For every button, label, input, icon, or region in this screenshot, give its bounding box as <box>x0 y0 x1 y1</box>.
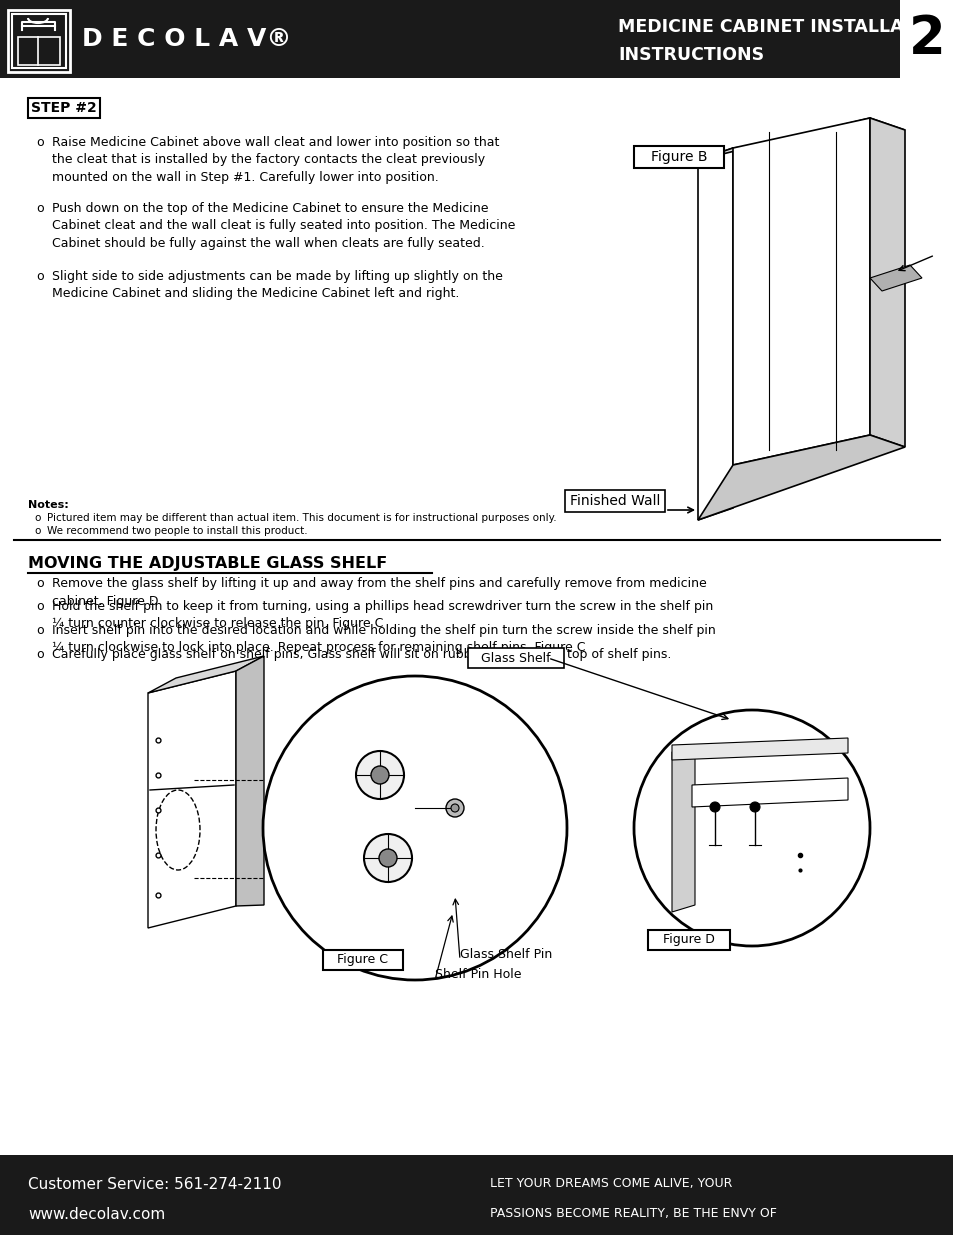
Bar <box>634 146 723 168</box>
Bar <box>564 490 664 513</box>
Bar <box>8 10 70 72</box>
Polygon shape <box>235 656 264 906</box>
Polygon shape <box>671 739 847 760</box>
Text: o: o <box>36 577 44 590</box>
Text: Pictured item may be different than actual item. This document is for instructio: Pictured item may be different than actu… <box>47 513 556 522</box>
Polygon shape <box>148 656 264 693</box>
Circle shape <box>371 766 389 784</box>
Text: Remove the glass shelf by lifting it up and away from the shelf pins and careful: Remove the glass shelf by lifting it up … <box>52 577 706 608</box>
Text: Slight side to side adjustments can be made by lifting up slightly on the
Medici: Slight side to side adjustments can be m… <box>52 270 502 300</box>
Circle shape <box>263 676 566 981</box>
Text: www.decolav.com: www.decolav.com <box>28 1207 165 1221</box>
Text: D E C O L A V®: D E C O L A V® <box>82 27 292 51</box>
Polygon shape <box>698 148 732 520</box>
Bar <box>647 930 729 950</box>
Text: Insert shelf pin into the desired location and while holding the shelf pin turn : Insert shelf pin into the desired locati… <box>52 624 715 655</box>
Bar <box>468 648 563 668</box>
Circle shape <box>378 848 396 867</box>
Circle shape <box>451 804 458 811</box>
Text: Figure C: Figure C <box>337 953 388 967</box>
Text: o: o <box>36 648 44 661</box>
Text: Glass Shelf: Glass Shelf <box>480 652 550 664</box>
Text: PASSIONS BECOME REALITY, BE THE ENVY OF: PASSIONS BECOME REALITY, BE THE ENVY OF <box>490 1207 776 1220</box>
Bar <box>0 1155 953 1235</box>
Text: o: o <box>34 513 40 522</box>
Polygon shape <box>698 435 904 520</box>
Text: MOVING THE ADJUSTABLE GLASS SHELF: MOVING THE ADJUSTABLE GLASS SHELF <box>28 556 387 571</box>
Text: Shelf Pin Hole: Shelf Pin Hole <box>435 968 521 982</box>
Circle shape <box>634 710 869 946</box>
Text: 2: 2 <box>907 14 944 65</box>
Circle shape <box>446 799 463 818</box>
Polygon shape <box>869 119 904 447</box>
Text: o: o <box>36 136 44 149</box>
Circle shape <box>749 802 760 811</box>
Polygon shape <box>698 119 904 161</box>
Text: Customer Service: 561-274-2110: Customer Service: 561-274-2110 <box>28 1177 281 1192</box>
Text: o: o <box>34 526 40 536</box>
Bar <box>323 950 402 969</box>
Polygon shape <box>148 671 235 927</box>
Text: We recommend two people to install this product.: We recommend two people to install this … <box>47 526 307 536</box>
Text: INSTRUCTIONS: INSTRUCTIONS <box>618 46 763 64</box>
Text: Notes:: Notes: <box>28 500 69 510</box>
Text: LET YOUR DREAMS COME ALIVE, YOUR: LET YOUR DREAMS COME ALIVE, YOUR <box>490 1177 732 1191</box>
Bar <box>0 0 953 78</box>
Polygon shape <box>869 266 921 291</box>
Text: o: o <box>36 624 44 637</box>
Bar <box>899 0 953 78</box>
Text: Glass Shelf Pin: Glass Shelf Pin <box>459 948 552 962</box>
Text: Hold the shelf pin to keep it from turning, using a phillips head screwdriver tu: Hold the shelf pin to keep it from turni… <box>52 600 713 631</box>
Circle shape <box>355 751 403 799</box>
Polygon shape <box>671 745 695 911</box>
Text: Figure D: Figure D <box>662 934 714 946</box>
Text: Finished Wall: Finished Wall <box>569 494 659 508</box>
Text: Figure B: Figure B <box>650 149 706 164</box>
Bar <box>18 37 60 65</box>
Bar <box>28 98 100 119</box>
Text: Raise Medicine Cabinet above wall cleat and lower into position so that
the clea: Raise Medicine Cabinet above wall cleat … <box>52 136 498 184</box>
Circle shape <box>364 834 412 882</box>
Text: STEP #2: STEP #2 <box>31 101 97 115</box>
Polygon shape <box>732 119 869 466</box>
Polygon shape <box>691 778 847 806</box>
Text: o: o <box>36 270 44 283</box>
Text: o: o <box>36 203 44 215</box>
Circle shape <box>709 802 720 811</box>
Bar <box>12 14 66 68</box>
Text: Carefully place glass shelf on shelf pins, Glass shelf will sit on rubber bumper: Carefully place glass shelf on shelf pin… <box>52 648 671 661</box>
Text: Push down on the top of the Medicine Cabinet to ensure the Medicine
Cabinet clea: Push down on the top of the Medicine Cab… <box>52 203 515 249</box>
Text: MEDICINE CABINET INSTALLATION: MEDICINE CABINET INSTALLATION <box>618 19 949 36</box>
Text: o: o <box>36 600 44 613</box>
